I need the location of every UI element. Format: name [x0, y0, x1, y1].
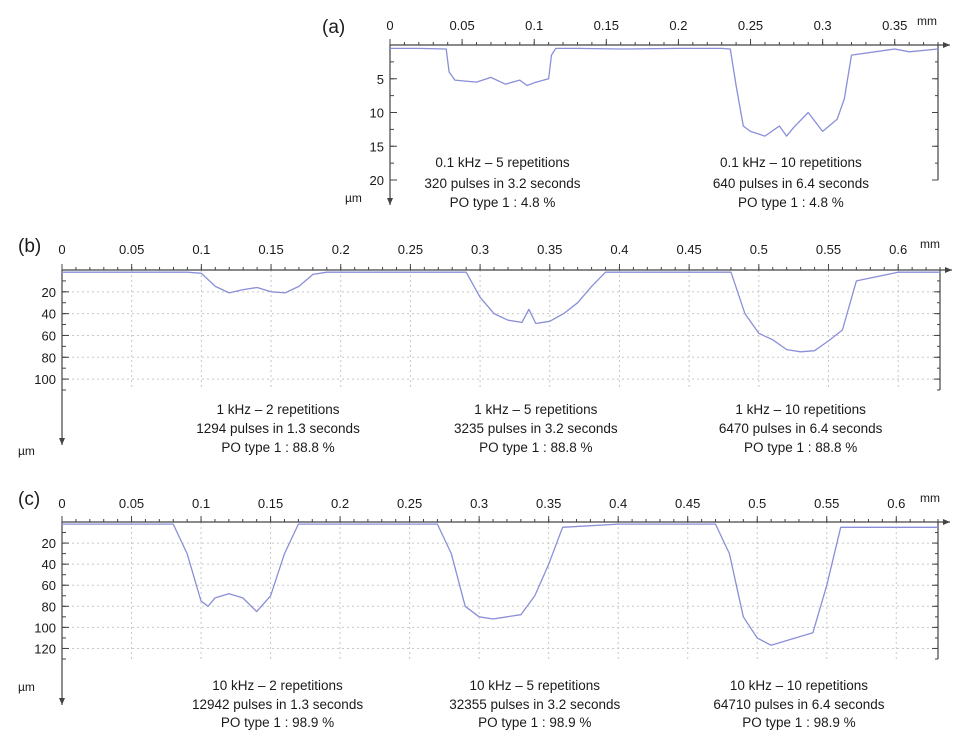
annotation-line: 10 kHz – 2 repetitions	[212, 678, 343, 693]
x-tick-label: 0.3	[471, 242, 489, 257]
x-tick-label: 0.2	[331, 496, 349, 511]
y-tick-label: 10	[370, 106, 384, 121]
annotation-line: 6470 pulses in 6.4 seconds	[719, 421, 883, 436]
y-tick-label: 40	[42, 557, 56, 572]
y-unit-label: µm	[345, 191, 362, 205]
y-tick-label: 100	[34, 620, 56, 635]
annotation-line: PO type 1 : 4.8 %	[738, 195, 844, 210]
x-tick-label: 0.15	[258, 496, 283, 511]
y-tick-label: 100	[34, 372, 56, 387]
annotation-line: 32355 pulses in 3.2 seconds	[449, 697, 620, 712]
y-tick-label: 80	[42, 599, 56, 614]
x-tick-label: 0.05	[119, 242, 144, 257]
annotation-line: 0.1 kHz – 10 repetitions	[720, 155, 862, 170]
annotation-line: 1 kHz – 5 repetitions	[474, 402, 597, 417]
x-tick-label: 0.4	[610, 242, 628, 257]
y-tick-label: 20	[42, 536, 56, 551]
panel-label: (a)	[322, 17, 345, 38]
x-tick-label: 0.55	[816, 242, 841, 257]
panel-label: (c)	[18, 489, 40, 510]
x-tick-label: 0.35	[537, 242, 562, 257]
annotation-line: 12942 pulses in 1.3 seconds	[192, 697, 363, 712]
annotation-line: 10 kHz – 5 repetitions	[469, 678, 600, 693]
x-tick-label: 0.05	[119, 496, 144, 511]
x-tick-label: 0.55	[814, 496, 839, 511]
y-axis-arrow	[59, 438, 65, 445]
x-tick-label: 0	[386, 18, 393, 33]
annotation-line: PO type 1 : 4.8 %	[450, 195, 556, 210]
x-tick-label: 0.3	[470, 496, 488, 511]
y-unit-label: µm	[18, 680, 35, 694]
x-tick-label: 0.25	[397, 496, 422, 511]
y-tick-label: 60	[42, 328, 56, 343]
x-tick-label: 0.15	[258, 242, 283, 257]
annotation-line: PO type 1 : 88.8 %	[479, 440, 592, 455]
x-tick-label: 0.35	[536, 496, 561, 511]
x-tick-label: 0.1	[192, 496, 210, 511]
x-tick-label: 0.6	[887, 496, 905, 511]
x-tick-label: 0.4	[609, 496, 627, 511]
panel-1: 0 0.05 0.1 0.15 0.2 0.25 0.3 0.35 0.4 0.45 0.5 0.55…	[18, 236, 952, 458]
x-unit-label: mm	[920, 237, 940, 251]
x-axis-arrow	[943, 42, 950, 48]
panel-0: 0 0.05 0.1 0.15 0.2 0.25 0.3 0.35 5 10 15 20 (a) mm µm…	[322, 14, 950, 210]
y-axis-arrow	[59, 698, 65, 705]
y-tick-label: 5	[377, 72, 384, 87]
x-unit-label: mm	[920, 491, 940, 505]
annotation-line: PO type 1 : 98.9 %	[742, 715, 855, 730]
y-tick-label: 15	[370, 139, 384, 154]
x-tick-label: 0.45	[676, 242, 701, 257]
x-tick-label: 0.45	[675, 496, 700, 511]
panel-label: (b)	[18, 236, 41, 257]
y-tick-label: 40	[42, 307, 56, 322]
annotation-line: PO type 1 : 98.9 %	[478, 715, 591, 730]
x-tick-label: 0.25	[398, 242, 423, 257]
x-tick-label: 0.5	[750, 242, 768, 257]
y-tick-label: 120	[34, 641, 56, 656]
y-tick-label: 20	[42, 285, 56, 300]
annotation-line: 0.1 kHz – 5 repetitions	[435, 155, 570, 170]
x-axis-arrow	[943, 519, 950, 525]
annotation-line: 1 kHz – 2 repetitions	[216, 402, 339, 417]
annotation-line: PO type 1 : 88.8 %	[221, 440, 334, 455]
annotation-line: 10 kHz – 10 repetitions	[730, 678, 868, 693]
x-tick-label: 0.1	[192, 242, 210, 257]
x-unit-label: mm	[917, 14, 937, 28]
annotation-line: PO type 1 : 98.9 %	[221, 715, 334, 730]
y-tick-label: 20	[370, 173, 384, 188]
depth-profile-line	[62, 271, 940, 353]
depth-profile-line	[390, 47, 939, 137]
y-unit-label: µm	[18, 444, 35, 458]
y-axis-arrow	[387, 198, 393, 205]
annotation-line: PO type 1 : 88.8 %	[744, 440, 857, 455]
annotation-line: 64710 pulses in 6.4 seconds	[713, 697, 884, 712]
x-tick-label: 0.05	[449, 18, 474, 33]
annotation-line: 1294 pulses in 1.3 seconds	[196, 421, 360, 436]
annotation-line: 1 kHz – 10 repetitions	[735, 402, 866, 417]
x-tick-label: 0.1	[525, 18, 543, 33]
annotation-line: 320 pulses in 3.2 seconds	[424, 176, 580, 191]
x-tick-label: 0.2	[332, 242, 350, 257]
x-tick-label: 0.6	[889, 242, 907, 257]
x-tick-label: 0.3	[814, 18, 832, 33]
depth-profile-line	[62, 523, 938, 646]
x-tick-label: 0.15	[594, 18, 619, 33]
x-tick-label: 0.2	[669, 18, 687, 33]
x-tick-label: 0	[58, 242, 65, 257]
panel-2: 0 0.05 0.1 0.15 0.2 0.25 0.3 0.35 0.4 0.45 0.5 0.55…	[18, 489, 950, 730]
x-tick-label: 0.25	[738, 18, 763, 33]
x-tick-label: 0.5	[748, 496, 766, 511]
x-tick-label: 0.35	[882, 18, 907, 33]
annotation-line: 3235 pulses in 3.2 seconds	[454, 421, 618, 436]
y-tick-label: 80	[42, 350, 56, 365]
x-tick-label: 0	[58, 496, 65, 511]
y-tick-label: 60	[42, 578, 56, 593]
x-axis-arrow	[945, 267, 952, 273]
annotation-line: 640 pulses in 6.4 seconds	[713, 176, 869, 191]
